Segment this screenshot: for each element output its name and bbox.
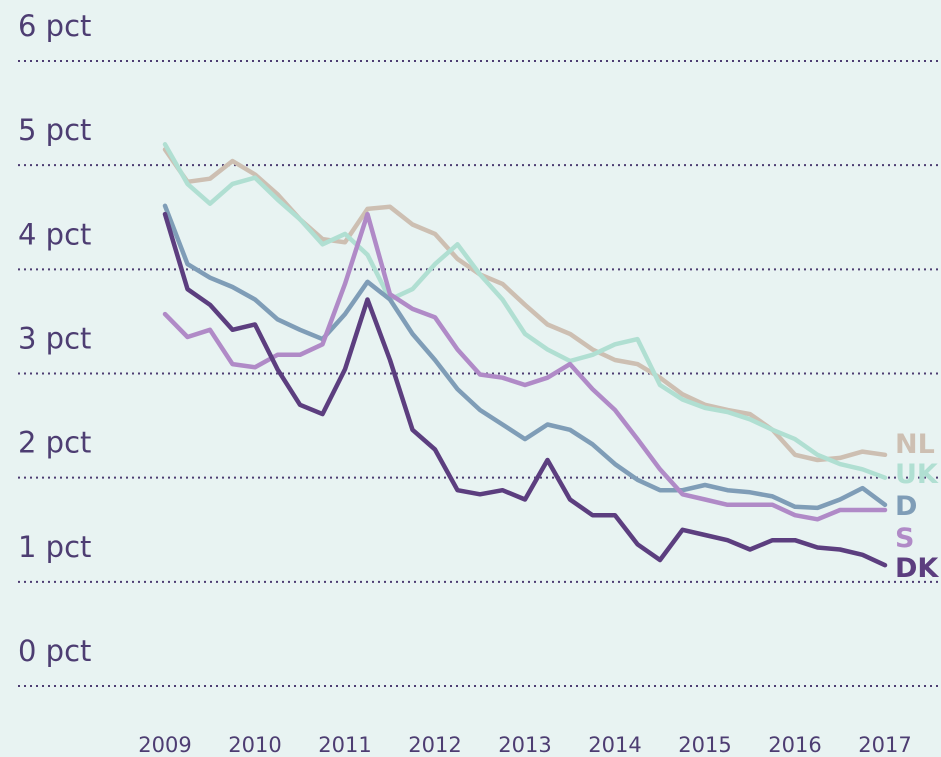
y-tick-label: 0 pct xyxy=(18,634,91,668)
x-tick-label: 2015 xyxy=(678,733,731,757)
x-tick-label: 2012 xyxy=(408,733,461,757)
x-tick-label: 2014 xyxy=(588,733,641,757)
x-tick-label: 2013 xyxy=(498,733,551,757)
series-line xyxy=(162,211,888,568)
series-line xyxy=(162,211,888,522)
x-tick-label: 2017 xyxy=(858,733,911,757)
x-tick-label: 2009 xyxy=(138,733,191,757)
legend-label: NL xyxy=(895,429,935,460)
y-tick-label: 1 pct xyxy=(18,530,91,564)
y-tick-label: 3 pct xyxy=(18,322,91,356)
x-tick-label: 2010 xyxy=(228,733,281,757)
y-tick-label: 6 pct xyxy=(18,9,91,43)
legend-label: D xyxy=(895,491,917,522)
y-tick-label: 4 pct xyxy=(18,217,91,251)
x-tick-label: 2011 xyxy=(318,733,371,757)
series-line xyxy=(162,203,888,511)
legend-label: S xyxy=(895,523,914,554)
legend-label: DK xyxy=(895,553,939,584)
legend-label: UK xyxy=(895,459,939,490)
series-line xyxy=(162,142,888,480)
y-tick-label: 2 pct xyxy=(18,426,91,460)
y-tick-label: 5 pct xyxy=(18,113,91,147)
x-tick-label: 2016 xyxy=(768,733,821,757)
